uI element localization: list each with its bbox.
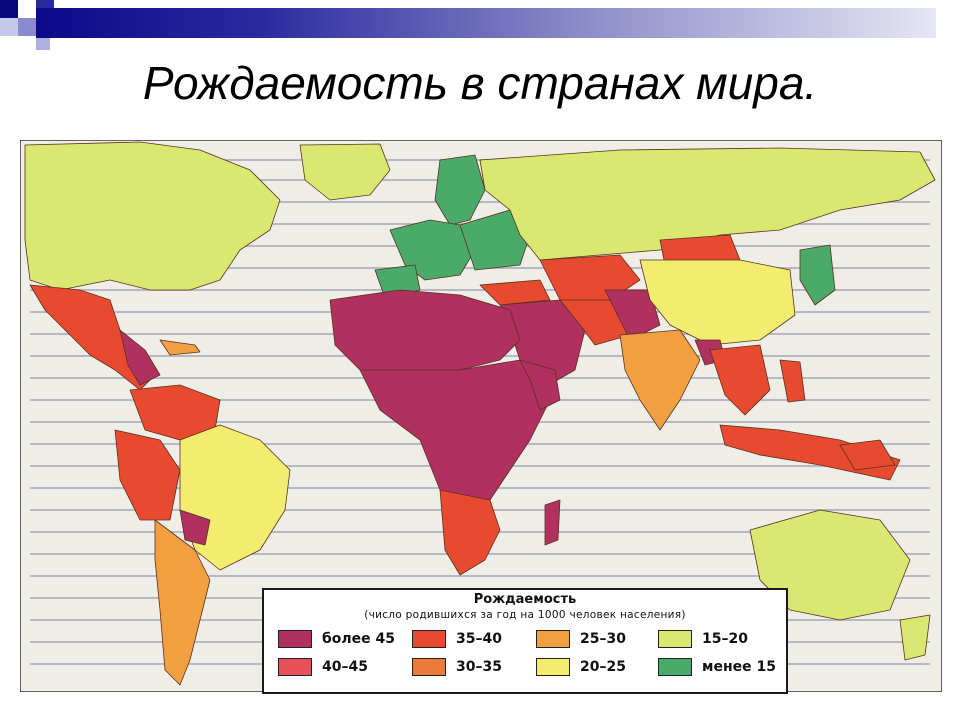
madagascar-region	[544, 499, 561, 546]
legend-item-40-45: 40–45	[278, 656, 368, 678]
legend-swatch	[278, 658, 312, 676]
korea-japan-region	[799, 244, 836, 306]
legend-swatch	[658, 630, 692, 648]
scandinavia-region	[434, 154, 486, 226]
paraguay-region	[179, 509, 211, 546]
legend-swatch	[536, 630, 570, 648]
legend-item-25-30: 25–30	[536, 628, 626, 650]
north-africa-region	[329, 289, 521, 376]
legend-title: Рождаемость	[473, 592, 577, 607]
legend-label: более 45	[322, 631, 395, 647]
indochina-region	[709, 344, 771, 416]
legend-label: 35–40	[456, 631, 502, 647]
legend-label: 40–45	[322, 659, 368, 675]
header-gradient-bar	[36, 8, 936, 38]
legend-item-20-25: 20–25	[536, 656, 626, 678]
legend-label: менее 15	[702, 659, 776, 675]
map-legend: Рождаемость (число родившихся за год на …	[262, 588, 788, 694]
india-region	[619, 329, 701, 431]
iberia-region	[374, 264, 421, 299]
afghanistan-pakistan-region	[604, 289, 661, 341]
north-america-region	[24, 141, 281, 291]
legend-item-15-20: 15–20	[658, 628, 748, 650]
peru-bolivia-region	[114, 429, 181, 521]
south-africa-region	[439, 489, 501, 576]
slide-title: Рождаемость в странах мира.	[142, 57, 818, 109]
legend-item-less-15: менее 15	[658, 656, 776, 678]
legend-item-more-45: более 45	[278, 628, 395, 650]
legend-swatch	[278, 630, 312, 648]
corner-squares-decoration	[0, 0, 54, 50]
legend-label: 30–35	[456, 659, 502, 675]
legend-swatch	[658, 658, 692, 676]
new-guinea-region	[839, 439, 896, 471]
greenland-region	[299, 143, 391, 201]
central-america-region	[119, 329, 161, 386]
mexico-region	[29, 284, 151, 391]
central-africa-region	[359, 359, 551, 521]
argentina-region	[154, 519, 211, 686]
philippines-region	[779, 359, 806, 403]
turkey-region	[479, 279, 551, 306]
caribbean-region	[159, 339, 201, 356]
legend-label: 15–20	[702, 631, 748, 647]
eastern-europe-region	[459, 209, 531, 271]
new-zealand-region	[899, 614, 931, 661]
china-region	[639, 259, 796, 346]
legend-subtitle: (число родившихся за год на 1000 человек…	[364, 609, 686, 621]
russia-region	[479, 147, 936, 261]
east-africa-region	[519, 359, 561, 411]
legend-item-30-35: 30–35	[412, 656, 502, 678]
legend-label: 25–30	[580, 631, 626, 647]
legend-swatch	[412, 630, 446, 648]
legend-swatch	[536, 658, 570, 676]
legend-label: 20–25	[580, 659, 626, 675]
legend-item-35-40: 35–40	[412, 628, 502, 650]
legend-swatch	[412, 658, 446, 676]
